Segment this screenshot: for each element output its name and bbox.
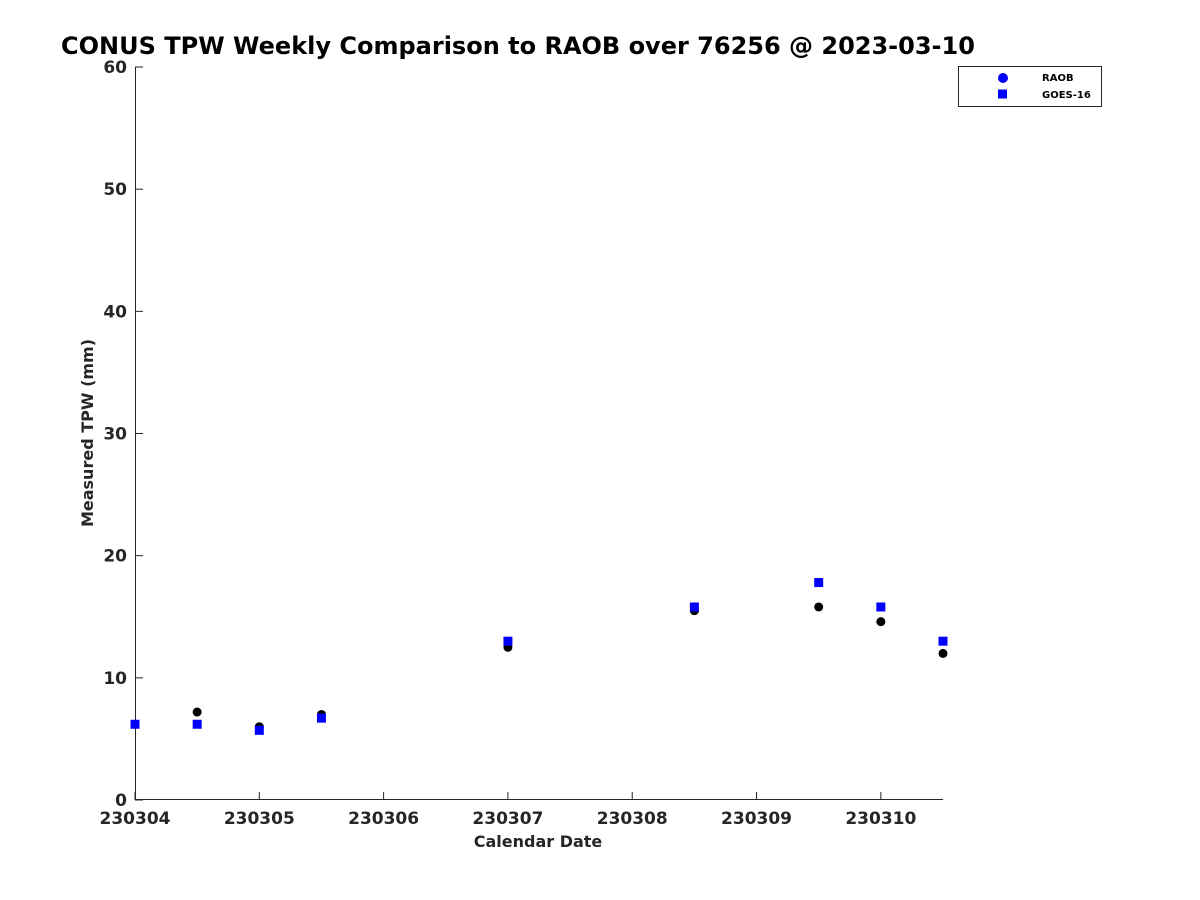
point-goes16 (316, 713, 326, 723)
point-goes16 (130, 719, 140, 729)
legend-marker-goes16 (998, 89, 1007, 99)
x-tick-label: 230310 (845, 809, 916, 829)
legend-box (958, 66, 1102, 107)
y-tick-label: 50 (103, 180, 127, 200)
data-points (130, 578, 948, 735)
x-tick-label: 230305 (224, 809, 295, 829)
x-tick-label: 230304 (100, 809, 171, 829)
legend-label-raob: RAOB (1042, 73, 1074, 84)
y-axis-label: Measured TPW (mm) (78, 339, 97, 527)
y-tick-label: 30 (103, 425, 127, 445)
point-raob (876, 617, 886, 627)
legend-label-goes16: GOES-16 (1042, 90, 1091, 101)
point-raob (938, 648, 948, 658)
legend-marker-raob (998, 73, 1008, 83)
x-axis-label: Calendar Date (474, 832, 603, 851)
point-goes16 (503, 636, 513, 646)
point-goes16 (814, 578, 824, 588)
chart-title: CONUS TPW Weekly Comparison to RAOB over… (61, 32, 975, 60)
point-goes16 (938, 636, 948, 646)
x-tick-label: 230307 (472, 809, 543, 829)
y-ticks: 0 10 20 30 40 50 60 (103, 58, 143, 811)
x-tick-label: 230309 (721, 809, 792, 829)
point-raob (814, 602, 824, 612)
x-tick-label: 230306 (348, 809, 419, 829)
y-tick-label: 60 (103, 58, 127, 78)
point-raob (192, 707, 202, 717)
point-goes16 (254, 725, 264, 735)
point-goes16 (876, 602, 886, 612)
y-tick-label: 20 (103, 547, 127, 567)
point-goes16 (689, 602, 699, 612)
y-tick-label: 0 (115, 791, 127, 811)
point-goes16 (192, 719, 202, 729)
y-tick-label: 10 (103, 669, 127, 689)
y-tick-label: 40 (103, 302, 127, 322)
x-ticks: 230304 230305 230306 230307 230308 230309 2303… (100, 792, 916, 829)
legend: RAOB GOES-16 (958, 66, 1102, 107)
x-tick-label: 230308 (597, 809, 668, 829)
